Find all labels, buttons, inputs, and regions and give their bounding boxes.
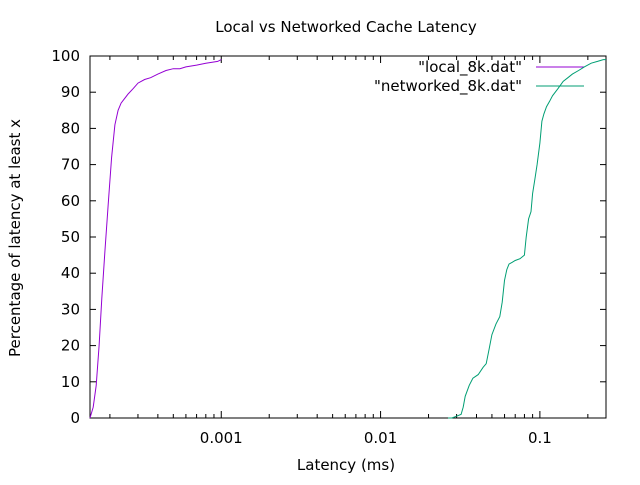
y-tick-label: 80 — [61, 119, 80, 137]
y-axis-label: Percentage of latency at least x — [6, 119, 24, 357]
y-tick-label: 90 — [61, 83, 80, 101]
y-tick-label: 60 — [61, 192, 80, 210]
x-tick-label: 0.01 — [364, 429, 397, 447]
x-tick-label: 0.001 — [200, 429, 243, 447]
y-tick-label: 40 — [61, 264, 80, 282]
y-tick-label: 20 — [61, 337, 80, 355]
series-line-networked — [448, 59, 606, 419]
chart-title: Local vs Networked Cache Latency — [215, 18, 477, 36]
x-axis-label: Latency (ms) — [297, 456, 395, 474]
x-tick-label: 0.1 — [528, 429, 552, 447]
y-tick-label: 10 — [61, 373, 80, 391]
y-tick-label: 70 — [61, 156, 80, 174]
plot-frame — [89, 55, 607, 419]
y-tick-label: 0 — [70, 409, 80, 427]
legend-label: "networked_8k.dat" — [374, 77, 522, 96]
y-tick-label: 30 — [61, 300, 80, 318]
series-line-local — [89, 59, 222, 419]
y-tick-label: 100 — [51, 47, 80, 65]
legend-label: "local_8k.dat" — [418, 58, 522, 77]
y-tick-label: 50 — [61, 228, 80, 246]
